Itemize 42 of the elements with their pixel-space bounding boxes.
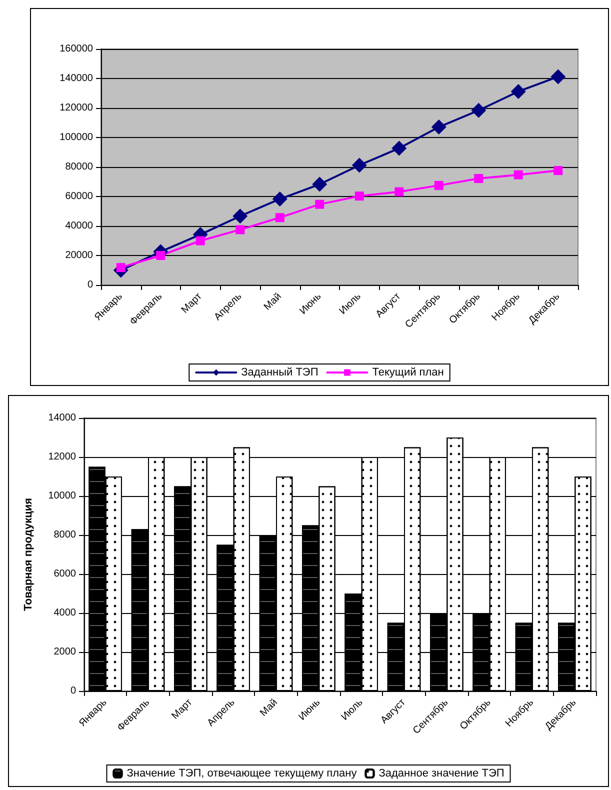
y-tick-label: 140000 xyxy=(60,73,94,84)
point xyxy=(510,84,526,99)
point xyxy=(514,170,523,180)
legend-label: Текущий план xyxy=(372,366,444,378)
y-tick-label: 10000 xyxy=(48,490,76,502)
y-tick-label: 160000 xyxy=(60,44,94,54)
point xyxy=(471,102,486,118)
point xyxy=(272,192,288,207)
point xyxy=(354,192,364,201)
legend-label: Заданное значение ТЭП xyxy=(378,768,504,780)
y-tick-label: 0 xyxy=(70,686,76,696)
y-tick-label: 40000 xyxy=(65,220,94,232)
point xyxy=(392,140,407,156)
point xyxy=(554,166,563,176)
point xyxy=(431,120,446,135)
point xyxy=(434,180,444,190)
point xyxy=(156,251,166,260)
y-tick-label: 2000 xyxy=(54,646,76,658)
y-tick-label: 4000 xyxy=(54,608,76,618)
y-tick-label: 14000 xyxy=(48,412,76,424)
y-tick-label: 12000 xyxy=(48,452,76,462)
point xyxy=(550,69,566,84)
point xyxy=(196,236,205,246)
point xyxy=(352,158,367,173)
y-tick-label: 120000 xyxy=(60,102,94,114)
point xyxy=(315,200,324,209)
point xyxy=(232,208,248,224)
point xyxy=(474,174,484,184)
point xyxy=(394,187,404,196)
y-tick-label: 20000 xyxy=(65,250,94,261)
legend-label: Значение ТЭП, отвечающее текущему плану xyxy=(126,768,358,780)
y-axis-title: Товарная продукция xyxy=(22,498,34,612)
y-tick-label: 80000 xyxy=(65,162,94,172)
y-tick-label: 100000 xyxy=(60,132,94,143)
point xyxy=(312,176,328,192)
legend-label: Заданный ТЭП xyxy=(241,366,318,378)
y-tick-label: 6000 xyxy=(54,568,76,580)
point xyxy=(236,225,245,234)
y-tick-label: 0 xyxy=(87,280,94,290)
y-tick-label: 60000 xyxy=(65,191,94,202)
point xyxy=(275,213,284,222)
y-tick-label: 8000 xyxy=(54,530,76,540)
